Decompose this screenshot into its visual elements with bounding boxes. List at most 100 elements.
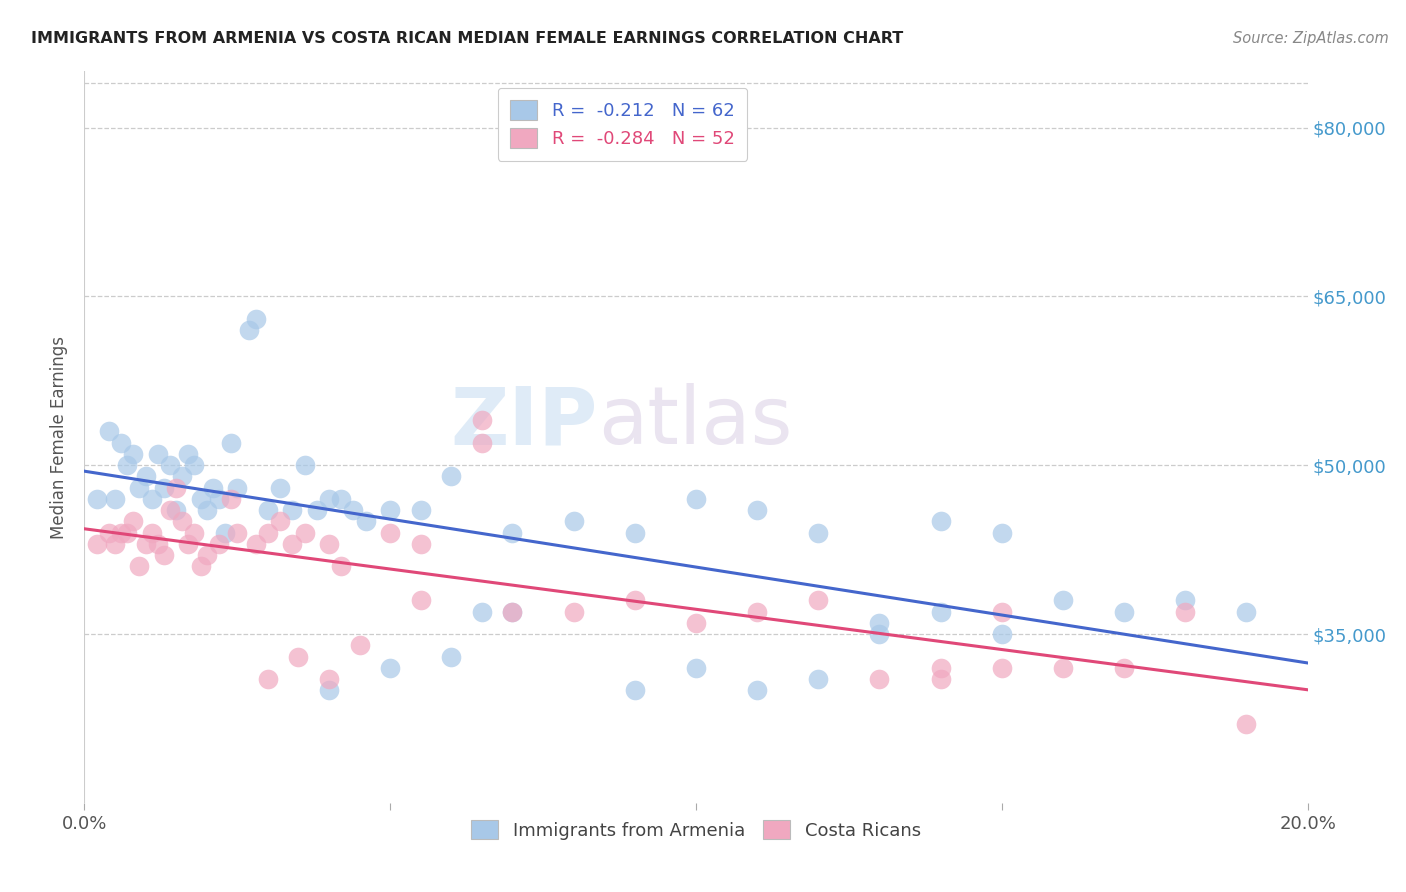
Point [97, 425, 120, 439]
Point [869, 672, 891, 686]
Point [183, 458, 205, 473]
Point [190, 491, 212, 506]
Point [747, 683, 769, 698]
Point [624, 683, 647, 698]
Point [869, 615, 891, 630]
Point [929, 672, 952, 686]
Point [141, 491, 163, 506]
Point [807, 525, 830, 540]
Point [929, 515, 952, 529]
Point [502, 605, 524, 619]
Point [502, 605, 524, 619]
Point [349, 638, 371, 652]
Point [330, 559, 353, 574]
Point [281, 537, 304, 551]
Point [245, 537, 267, 551]
Point [165, 503, 187, 517]
Point [141, 525, 163, 540]
Point [1236, 717, 1258, 731]
Point [128, 481, 150, 495]
Point [245, 312, 267, 326]
Point [685, 491, 707, 506]
Point [190, 559, 212, 574]
Point [122, 515, 145, 529]
Point [342, 503, 364, 517]
Point [97, 525, 120, 540]
Point [1174, 605, 1197, 619]
Point [318, 672, 340, 686]
Point [562, 515, 585, 529]
Point [807, 593, 830, 607]
Point [562, 605, 585, 619]
Point [159, 458, 181, 473]
Point [318, 537, 340, 551]
Point [177, 447, 200, 461]
Point [208, 537, 231, 551]
Point [1114, 661, 1136, 675]
Point [1174, 593, 1197, 607]
Point [122, 447, 145, 461]
Point [330, 491, 353, 506]
Point [104, 537, 127, 551]
Point [135, 537, 157, 551]
Point [195, 548, 218, 562]
Point [380, 661, 402, 675]
Point [86, 537, 108, 551]
Point [153, 548, 176, 562]
Point [1052, 593, 1074, 607]
Text: ZIP: ZIP [451, 384, 598, 461]
Point [201, 481, 224, 495]
Point [409, 593, 432, 607]
Text: IMMIGRANTS FROM ARMENIA VS COSTA RICAN MEDIAN FEMALE EARNINGS CORRELATION CHART: IMMIGRANTS FROM ARMENIA VS COSTA RICAN M… [31, 31, 903, 46]
Point [208, 491, 231, 506]
Point [257, 672, 280, 686]
Point [269, 515, 291, 529]
Point [318, 683, 340, 698]
Point [281, 503, 304, 517]
Text: Source: ZipAtlas.com: Source: ZipAtlas.com [1233, 31, 1389, 46]
Point [257, 525, 280, 540]
Point [991, 661, 1014, 675]
Point [269, 481, 291, 495]
Point [354, 515, 377, 529]
Point [409, 503, 432, 517]
Point [471, 605, 494, 619]
Point [502, 525, 524, 540]
Point [929, 605, 952, 619]
Point [104, 491, 127, 506]
Point [159, 503, 181, 517]
Point [219, 435, 242, 450]
Point [1114, 605, 1136, 619]
Point [380, 525, 402, 540]
Point [226, 525, 249, 540]
Legend: Immigrants from Armenia, Costa Ricans: Immigrants from Armenia, Costa Ricans [463, 811, 929, 848]
Point [294, 525, 316, 540]
Point [86, 491, 108, 506]
Point [172, 469, 194, 483]
Point [110, 435, 132, 450]
Point [747, 503, 769, 517]
Point [257, 503, 280, 517]
Point [287, 649, 309, 664]
Point [195, 503, 218, 517]
Point [685, 661, 707, 675]
Point [172, 515, 194, 529]
Point [219, 491, 242, 506]
Point [440, 469, 463, 483]
Point [409, 537, 432, 551]
Point [226, 481, 249, 495]
Point [128, 559, 150, 574]
Point [380, 503, 402, 517]
Point [305, 503, 328, 517]
Point [177, 537, 200, 551]
Point [929, 661, 952, 675]
Point [471, 413, 494, 427]
Point [238, 323, 260, 337]
Point [747, 605, 769, 619]
Point [318, 491, 340, 506]
Point [440, 649, 463, 664]
Point [214, 525, 236, 540]
Point [869, 627, 891, 641]
Point [110, 525, 132, 540]
Point [1052, 661, 1074, 675]
